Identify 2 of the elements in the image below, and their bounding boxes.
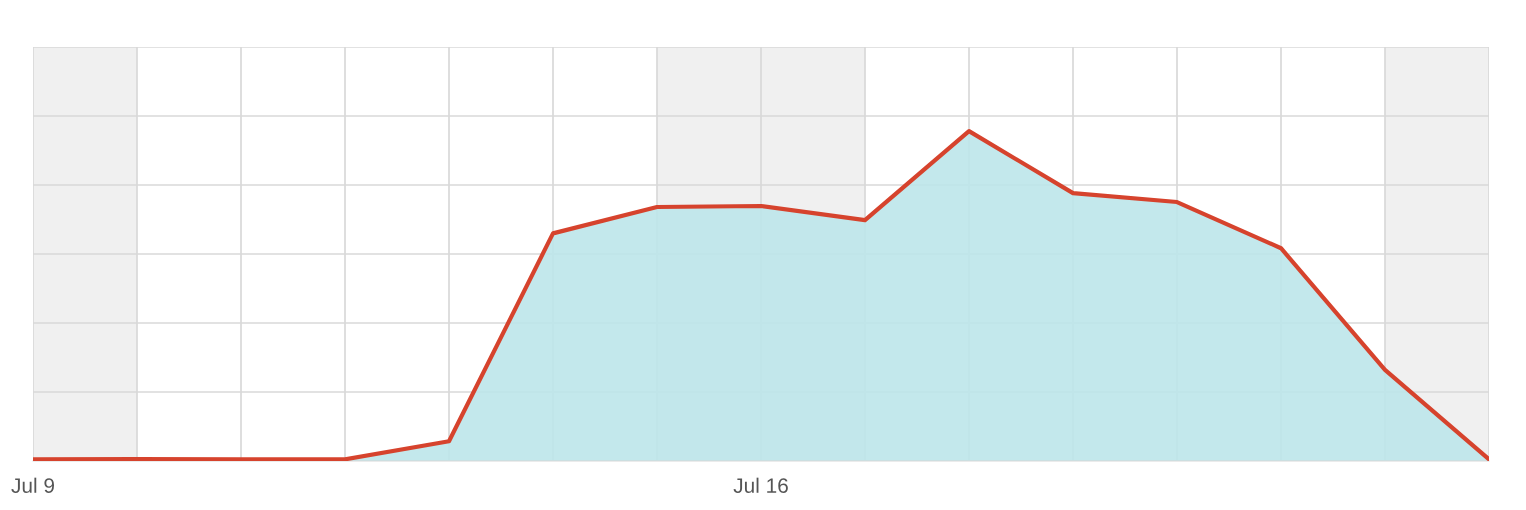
x-tick-label: Jul 16 (733, 477, 788, 493)
x-tick-label: Jul 9 (11, 477, 55, 493)
